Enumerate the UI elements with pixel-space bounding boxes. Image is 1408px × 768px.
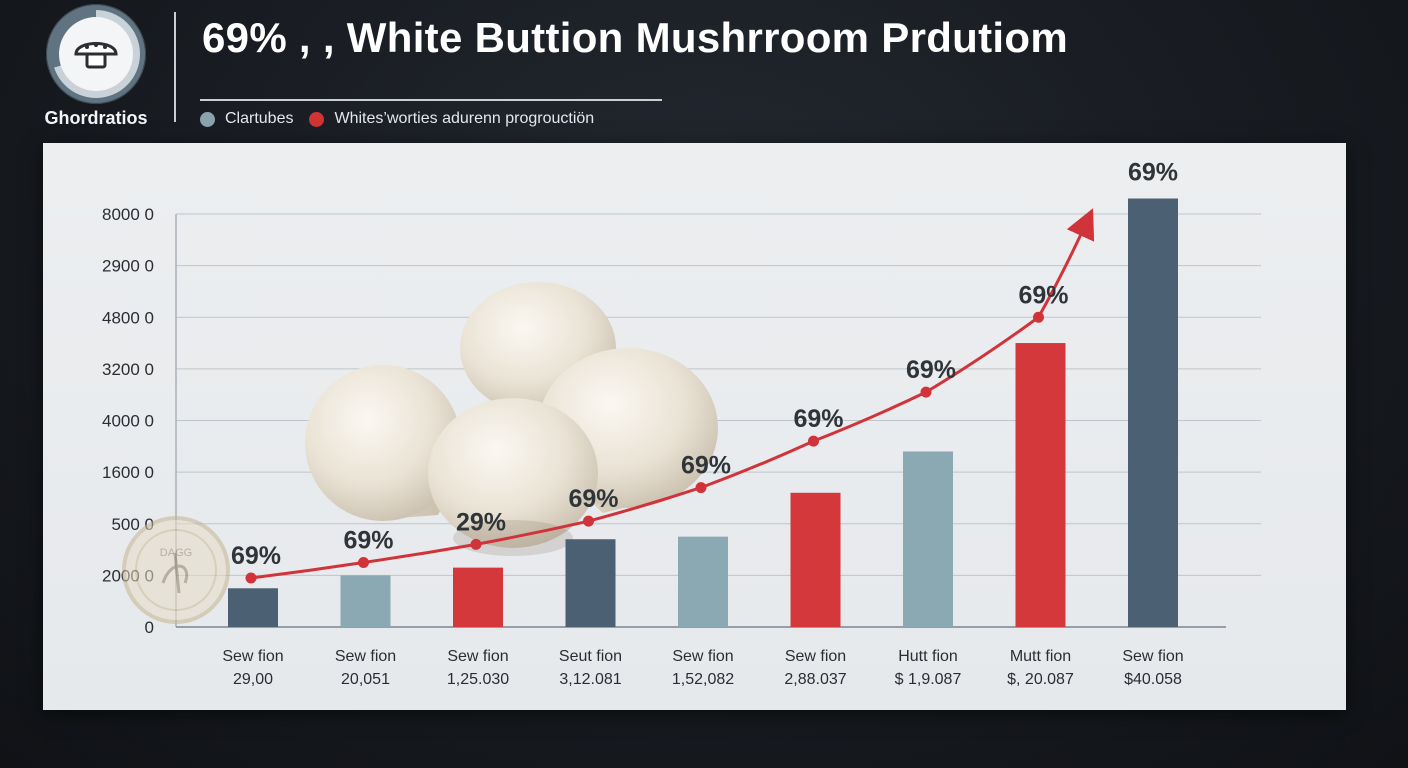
x-category-sublabel: 3,12.081 (559, 671, 621, 688)
x-category-label: Sew fion (1122, 648, 1183, 665)
header-divider (174, 12, 176, 122)
trend-value-label: 69% (793, 405, 843, 433)
y-tick-label: 8000 0 (102, 205, 154, 224)
bar (678, 536, 728, 627)
x-category-sublabel: $, 20.087 (1007, 671, 1074, 688)
x-category-label: Sew fion (335, 648, 396, 665)
x-category-label: Sew fion (447, 648, 508, 665)
x-category-label: Hutt fion (898, 648, 958, 665)
x-category-sublabel: 1,52,082 (672, 671, 734, 688)
legend-dot-0 (200, 111, 215, 127)
mushroom-icon (59, 17, 133, 91)
y-tick-label: 4800 0 (102, 308, 154, 327)
y-tick-label: 0 (145, 618, 154, 637)
trend-point (920, 386, 932, 398)
bar (340, 575, 391, 627)
trend-point (695, 482, 707, 494)
trend-value-label: 69% (343, 526, 393, 554)
title-rule (200, 99, 662, 101)
trend-value-label: 69% (231, 542, 281, 570)
bar (1015, 343, 1066, 627)
trend-point (808, 435, 819, 447)
y-tick-label: 4000 0 (102, 412, 154, 431)
trend-value-label: 69% (681, 452, 731, 480)
bar (228, 588, 278, 627)
mushroom-illustration (305, 282, 718, 556)
trend-value-label: 69% (1018, 281, 1068, 309)
bar (790, 492, 841, 627)
legend-label-0: Clartubes (225, 110, 294, 127)
page-title: 69% , , White Buttion Mushrroom Prdutiom (202, 14, 1068, 61)
bar (903, 451, 953, 627)
trend-point (470, 538, 482, 550)
x-category-label: Mutt fion (1010, 648, 1071, 665)
trend-value-label: 29% (456, 508, 506, 536)
watermark-text: DAGG (160, 547, 192, 559)
y-tick-label: 1600 0 (102, 463, 154, 482)
trend-point (1033, 311, 1044, 323)
bar (1128, 198, 1178, 627)
trend-point (245, 572, 257, 584)
brand-logo: Ghordratios (44, 4, 148, 129)
y-tick-label: 3200 0 (102, 360, 154, 379)
bar (565, 539, 616, 627)
legend-item-0: Clartubes (200, 110, 293, 128)
x-category-label: Sew fion (785, 648, 846, 665)
x-category-label: Sew fion (222, 648, 283, 665)
bar (453, 567, 503, 627)
x-category-label: Sew fion (672, 648, 733, 665)
x-category-sublabel: 20,051 (341, 671, 390, 688)
x-category-sublabel: 2,88.037 (784, 671, 846, 688)
trend-value-label: 69% (906, 356, 956, 384)
trend-point (358, 556, 369, 568)
legend-dot-1 (309, 111, 325, 127)
trend-point (583, 515, 594, 527)
legend-label-1: Whites’worties adurenn progrouctiön (334, 110, 595, 127)
logo-ring (46, 4, 146, 104)
x-category-sublabel: 29,00 (233, 671, 273, 688)
bar-value-label: 69% (1128, 159, 1178, 187)
logo-caption: Ghordratios (44, 108, 148, 128)
x-category-sublabel: 1,25.030 (447, 671, 509, 688)
seal-icon: DAGG (122, 516, 230, 624)
x-category-sublabel: $40.058 (1124, 671, 1182, 688)
x-category-label: Seut fion (559, 648, 622, 665)
legend-item-1: Whites’worties adurenn progrouctiön (309, 110, 594, 128)
y-tick-label: 2900 0 (102, 257, 154, 276)
trend-value-label: 69% (568, 485, 618, 513)
x-category-sublabel: $ 1,9.087 (895, 671, 962, 688)
chart-legend: Clartubes Whites’worties adurenn progrou… (200, 110, 610, 128)
